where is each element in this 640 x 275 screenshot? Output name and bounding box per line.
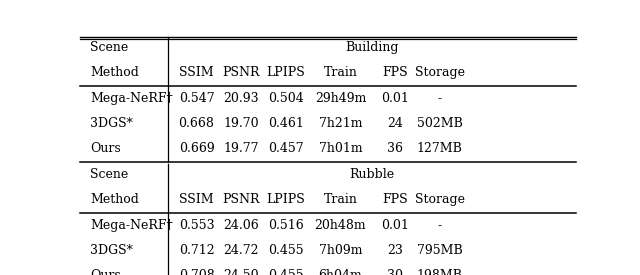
Text: 0.504: 0.504 <box>268 92 304 105</box>
Text: Mega-NeRF†: Mega-NeRF† <box>90 92 173 105</box>
Text: 0.516: 0.516 <box>268 219 304 232</box>
Text: 19.77: 19.77 <box>223 142 259 155</box>
Text: Method: Method <box>90 66 139 79</box>
Text: 0.547: 0.547 <box>179 92 214 105</box>
Text: Building: Building <box>346 41 399 54</box>
Text: 30: 30 <box>387 270 403 275</box>
Text: -: - <box>438 219 442 232</box>
Text: 127MB: 127MB <box>417 142 463 155</box>
Text: 0.668: 0.668 <box>179 117 214 130</box>
Text: 0.455: 0.455 <box>268 244 303 257</box>
Text: SSIM: SSIM <box>179 66 214 79</box>
Text: 0.712: 0.712 <box>179 244 214 257</box>
Text: Rubble: Rubble <box>349 168 395 182</box>
Text: 36: 36 <box>387 142 403 155</box>
Text: 0.461: 0.461 <box>268 117 304 130</box>
Text: 0.01: 0.01 <box>381 92 409 105</box>
Text: Mega-NeRF†: Mega-NeRF† <box>90 219 173 232</box>
Text: PSNR: PSNR <box>223 66 260 79</box>
Text: 0.669: 0.669 <box>179 142 214 155</box>
Text: 0.708: 0.708 <box>179 270 214 275</box>
Text: 24.72: 24.72 <box>223 244 259 257</box>
Text: 0.01: 0.01 <box>381 219 409 232</box>
Text: Train: Train <box>323 193 357 206</box>
Text: Scene: Scene <box>90 41 128 54</box>
Text: 24: 24 <box>387 117 403 130</box>
Text: 0.553: 0.553 <box>179 219 214 232</box>
Text: -: - <box>438 92 442 105</box>
Text: 6h04m: 6h04m <box>319 270 362 275</box>
Text: Storage: Storage <box>415 193 465 206</box>
Text: 19.70: 19.70 <box>223 117 259 130</box>
Text: 502MB: 502MB <box>417 117 463 130</box>
Text: Train: Train <box>323 66 357 79</box>
Text: 0.455: 0.455 <box>268 270 303 275</box>
Text: Ours: Ours <box>90 270 121 275</box>
Text: 24.50: 24.50 <box>223 270 259 275</box>
Text: Scene: Scene <box>90 168 128 182</box>
Text: 29h49m: 29h49m <box>315 92 366 105</box>
Text: Method: Method <box>90 193 139 206</box>
Text: 7h09m: 7h09m <box>319 244 362 257</box>
Text: 24.06: 24.06 <box>223 219 259 232</box>
Text: 795MB: 795MB <box>417 244 463 257</box>
Text: 0.457: 0.457 <box>268 142 303 155</box>
Text: 3DGS*: 3DGS* <box>90 117 132 130</box>
Text: FPS: FPS <box>382 66 408 79</box>
Text: PSNR: PSNR <box>223 193 260 206</box>
Text: 23: 23 <box>387 244 403 257</box>
Text: 198MB: 198MB <box>417 270 463 275</box>
Text: FPS: FPS <box>382 193 408 206</box>
Text: LPIPS: LPIPS <box>266 66 305 79</box>
Text: Storage: Storage <box>415 66 465 79</box>
Text: 20.93: 20.93 <box>223 92 259 105</box>
Text: 7h01m: 7h01m <box>319 142 362 155</box>
Text: SSIM: SSIM <box>179 193 214 206</box>
Text: Ours: Ours <box>90 142 121 155</box>
Text: 7h21m: 7h21m <box>319 117 362 130</box>
Text: LPIPS: LPIPS <box>266 193 305 206</box>
Text: 3DGS*: 3DGS* <box>90 244 132 257</box>
Text: 20h48m: 20h48m <box>315 219 366 232</box>
